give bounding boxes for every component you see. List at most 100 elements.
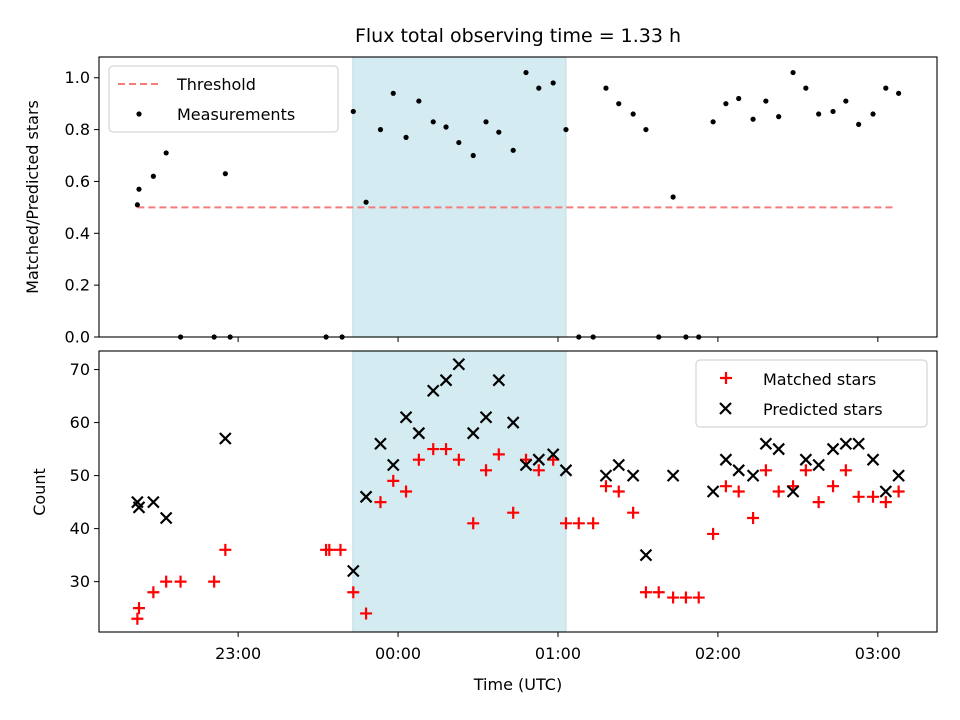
bottom-panel-ylabel: Count [30,468,49,516]
matched-star-point [732,485,745,498]
predicted-star-point [452,357,466,371]
y-tick-label: 70 [70,360,90,379]
matched-star-point [323,543,336,556]
predicted-star-point [147,495,160,509]
top-panel: 0.0 0.2 0.4 0.6 0.8 1.0 Matched/Predicted sta… [23,56,938,347]
matched-star-point [174,575,187,588]
top-legend-box [108,65,339,133]
measurement-point [363,199,369,205]
matched-star-point [587,517,600,530]
legend-threshold-label: Threshold [176,75,256,94]
predicted-star-point [412,426,426,440]
matched-star-point [747,512,760,525]
measurement-point [763,98,769,104]
measurement-point [723,101,729,107]
top-legend: Threshold Measurements [108,65,339,133]
matched-star-point [452,453,465,466]
matched-star-point [427,443,440,456]
y-tick-label: 30 [70,572,90,591]
predicted-star-point [612,458,626,472]
x-tick-label: 02:00 [695,644,741,663]
y-tick-label: 0.6 [65,172,90,191]
matched-star-point [532,464,545,477]
predicted-star-point [479,410,493,424]
matched-star-point [440,443,453,456]
matched-star-point [667,591,680,604]
predicted-star-point [219,432,232,445]
matched-star-point [347,586,360,599]
measurement-point [790,69,796,76]
predicted-star-point [159,511,173,525]
measurement-point [803,85,809,91]
predicted-star-point [746,469,760,482]
matched-star-point [208,575,221,588]
x-tick-label: 03:00 [855,644,901,663]
measurement-point [470,152,476,159]
x-tick-label: 00:00 [375,644,421,663]
y-tick-label: 50 [70,466,90,485]
bottom-panel-ticks: 30 40 50 60 70 23:00 00:00 01:00 02:00 03:00 [70,360,901,663]
measurement-point [134,202,140,208]
predicted-star-point [892,469,905,482]
measurement-point [550,80,556,86]
predicted-star-point [826,442,840,456]
top-panel-shade [352,56,567,338]
measurement-point [150,173,156,179]
matched-star-point [160,575,173,588]
measurement-point [870,111,876,117]
predicted-star-point [626,469,640,482]
predicted-star-point [559,464,573,477]
x-tick-label: 01:00 [535,644,581,663]
predicted-star-point [386,458,400,472]
measurement-point [750,116,756,122]
measurement-point [430,119,436,125]
matched-star-point [639,586,652,599]
measurement-point [350,108,356,115]
chart-title: Flux total observing time = 1.33 h [355,25,681,47]
predicted-star-point [426,384,440,398]
bottom-panel-xlabel: Time (UTC) [473,675,562,694]
matched-star-point [374,496,387,509]
predicted-star-point [466,426,480,440]
measurement-point [616,101,622,107]
matched-star-point [827,480,840,493]
matched-star-point [400,485,413,498]
top-panel-ylabel: Matched/Predicted stars [23,100,42,294]
measurement-point [630,111,636,117]
legend-measurements-label: Measurements [177,105,295,124]
matched-star-point [652,586,665,599]
predicted-star-point [839,437,853,451]
measurement-point [883,85,889,91]
top-panel-frame [98,56,938,338]
measurement-point [390,90,396,96]
measurement-point [643,126,649,133]
y-tick-label: 1.0 [65,68,90,87]
predicted-star-point [799,453,813,466]
matched-star-point [799,464,812,477]
x-tick-label: 23:00 [215,644,261,663]
predicted-star-point [546,448,560,461]
legend-matched-label: Matched stars [763,370,876,389]
measurement-point [830,108,836,115]
matched-star-point [719,480,732,493]
top-panel-ticks: 0.0 0.2 0.4 0.6 0.8 1.0 [65,68,879,347]
measurement-point [416,98,422,104]
matched-star-point [131,612,144,625]
matched-star-point [219,543,232,556]
matched-star-point [559,517,572,530]
measurement-point [403,134,409,140]
measurement-point [496,129,502,135]
matched-star-point [892,485,905,498]
y-tick-label: 0.8 [65,120,90,139]
matched-star-point [132,602,145,615]
matched-star-point [772,485,785,498]
predicted-star-point [492,373,506,387]
matched-star-point [707,527,720,540]
matched-star-point [360,607,373,620]
measurement-point [136,186,142,192]
matched-star-point [467,517,480,530]
matched-star-point [334,543,347,556]
predicted-star-point [732,464,745,477]
legend-predicted-label: Predicted stars [763,400,883,419]
predicted-star-point [879,485,893,498]
